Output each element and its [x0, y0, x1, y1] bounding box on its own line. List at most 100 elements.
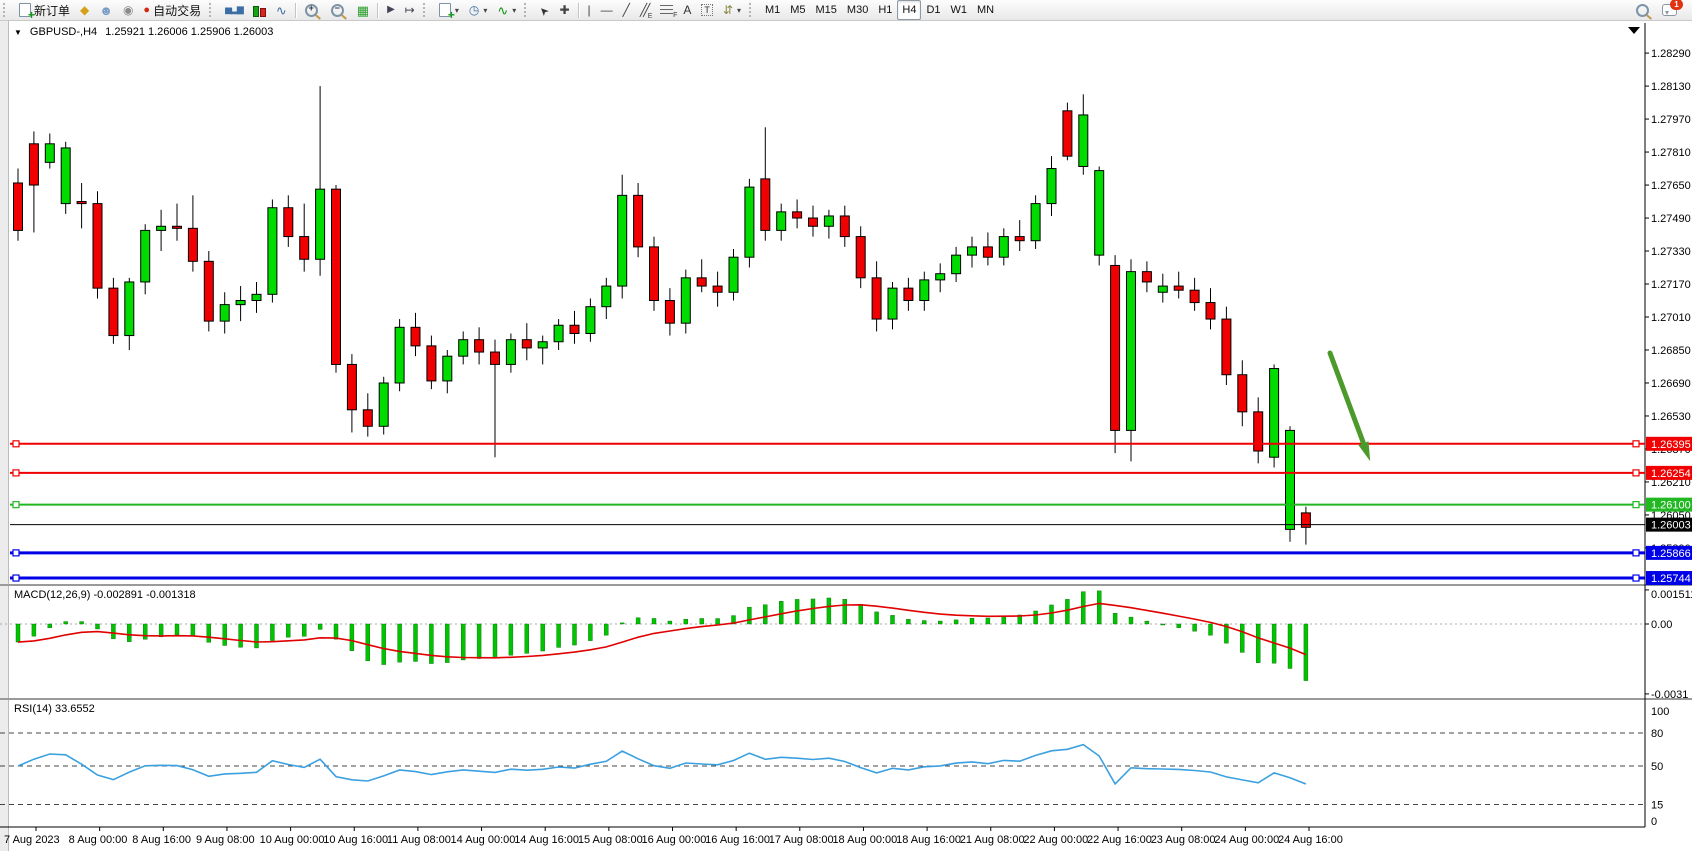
bull-candle [951, 254, 962, 275]
crosshair-button[interactable]: ✚ [554, 0, 574, 20]
line-handle[interactable] [12, 549, 20, 557]
timeframe-m15-button[interactable]: M15 [811, 0, 842, 20]
text-label-button[interactable]: T [696, 0, 718, 20]
timeframe-mn-button[interactable]: MN [972, 0, 999, 20]
bull-candle [935, 273, 946, 281]
periods-button[interactable]: ◷ ▾ [468, 3, 488, 17]
bull-candle [1269, 368, 1280, 458]
tile-windows-icon: ▦ [356, 2, 370, 18]
fibonacci-button[interactable] [655, 0, 678, 20]
line-chart-button[interactable]: ∿ [271, 0, 292, 20]
time-tick-label: 7 Aug 2023 [4, 834, 60, 846]
time-tick-label: 14 Aug 16:00 [514, 834, 579, 846]
timeframe-w1-button[interactable]: W1 [946, 0, 973, 20]
macd-histogram-bar [683, 618, 688, 625]
rsi-tick-label: 50 [1651, 761, 1663, 773]
tile-windows-button[interactable]: ▦ [352, 0, 374, 20]
signal-button[interactable]: ◉ [118, 0, 138, 20]
bull-candle [585, 306, 596, 334]
zoom-out-button[interactable]: − [326, 0, 352, 20]
bear-candle [792, 211, 803, 219]
price-badge-label: 1.26003 [1651, 520, 1691, 532]
toolbar-grip[interactable] [3, 3, 11, 17]
line-handle[interactable] [1632, 501, 1640, 509]
search-button[interactable] [1631, 0, 1657, 20]
line-handle[interactable] [12, 574, 20, 582]
macd-histogram-bar [826, 597, 832, 625]
timeframe-d1-button[interactable]: D1 [921, 0, 945, 20]
horizontal-line-button[interactable]: — [596, 0, 618, 20]
bear-candle [362, 409, 373, 427]
profile-button[interactable]: ☻ [94, 0, 118, 20]
bear-candle [1173, 285, 1184, 291]
annotation-arrow[interactable] [1327, 350, 1369, 453]
candlestick-chart-icon [252, 4, 266, 17]
candle-chart-button[interactable] [248, 0, 271, 20]
trendline-icon: ╱ [622, 3, 630, 17]
toolbar-grip[interactable] [524, 3, 532, 17]
auto-scroll-button[interactable]: ▶ [382, 0, 400, 20]
price-tick-label: 1.26530 [1651, 411, 1691, 423]
scroll-to-end-marker[interactable] [1628, 27, 1640, 34]
bull-candle [60, 147, 71, 205]
timeframe-h4-button[interactable]: H4 [897, 0, 922, 20]
line-handle[interactable] [1632, 574, 1640, 582]
time-tick-label: 22 Aug 16:00 [1087, 834, 1152, 846]
text-label-icon: T [701, 4, 713, 16]
bear-candle [1110, 264, 1121, 431]
text-button[interactable]: A [678, 0, 696, 20]
toolbar-grip[interactable] [748, 3, 757, 17]
line-handle[interactable] [12, 469, 20, 477]
line-handle[interactable] [1632, 549, 1640, 557]
pane-separator[interactable] [0, 584, 1692, 586]
macd-histogram-bar [635, 617, 641, 625]
gold-button[interactable]: ◆ [75, 0, 94, 20]
bar-chart-button[interactable]: ▅▂▆ [220, 0, 248, 20]
line-handle[interactable] [1632, 440, 1640, 448]
bear-candle [1062, 110, 1073, 157]
timeframe-h1-button[interactable]: H1 [873, 0, 897, 20]
chat-button[interactable]: 1 [1657, 0, 1683, 20]
line-handle[interactable] [1632, 469, 1640, 477]
equidistant-channel-icon: ╱╱ [640, 3, 653, 20]
symbol-dropdown-icon[interactable]: ▼ [14, 27, 22, 37]
price-tick-label: 1.27330 [1651, 246, 1691, 258]
time-tick-label: 18 Aug 16:00 [896, 834, 961, 846]
macd-histogram-bar [254, 623, 259, 649]
macd-histogram-bar [572, 623, 577, 646]
price-badge-label: 1.26254 [1651, 468, 1691, 480]
bull-candle [967, 246, 977, 256]
timeframe-m5-button[interactable]: M5 [785, 0, 810, 20]
macd-tick-label: 0.001511 [1651, 589, 1692, 601]
trendline-button[interactable]: ╱ [618, 0, 635, 20]
line-handle[interactable] [12, 440, 20, 448]
cursor-button[interactable]: ➤ [535, 0, 554, 20]
pane-separator[interactable] [0, 698, 1692, 700]
timeframe-m1-button[interactable]: M1 [760, 0, 785, 20]
macd-histogram-bar [1065, 599, 1070, 625]
price-badge-label: 1.25744 [1651, 573, 1691, 585]
text-icon: A [683, 3, 692, 17]
cursor-icon: ➤ [537, 2, 553, 18]
vertical-line-button[interactable]: | [583, 0, 596, 20]
rsi-line [17, 743, 1307, 786]
new-chart-button[interactable]: ▾ [434, 0, 464, 22]
new-order-button[interactable]: 新订单 [14, 0, 75, 22]
auto-trading-button[interactable]: ● 自动交易 [138, 0, 206, 20]
timeframe-label: MN [977, 4, 995, 16]
equidistant-channel-button[interactable]: ╱╱ [635, 0, 655, 20]
indicators-button[interactable]: ∿ ▾ [497, 2, 517, 18]
bar-chart-icon: ▅▂▆ [225, 5, 244, 15]
toolbar-grip[interactable] [209, 3, 217, 17]
timeframe-m30-button[interactable]: M30 [842, 0, 873, 20]
line-handle[interactable] [12, 501, 20, 509]
bear-candle [13, 182, 23, 231]
macd-histogram-bar [413, 623, 418, 662]
macd-histogram-bar [333, 623, 339, 640]
macd-histogram-bar [874, 611, 879, 625]
annotation-arrow-head[interactable] [1358, 441, 1371, 462]
chart-shift-button[interactable]: ↦ [400, 0, 420, 20]
toolbar-grip[interactable] [422, 3, 431, 17]
zoom-in-button[interactable]: + [300, 0, 326, 20]
arrows-button[interactable]: ⇵ ▾ [722, 3, 741, 17]
